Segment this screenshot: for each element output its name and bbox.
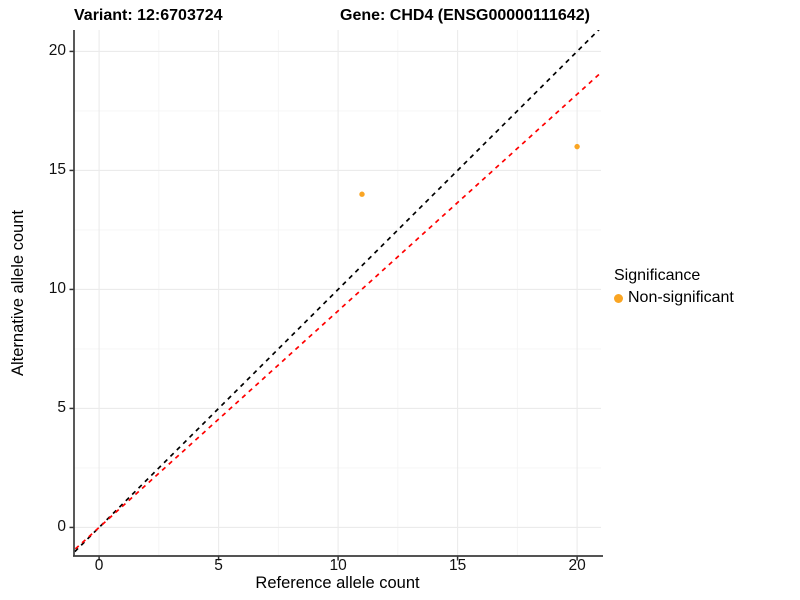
- data-point: [574, 143, 580, 150]
- y-axis-title: Alternative allele count: [9, 210, 27, 377]
- variant-title: Variant: 12:6703724: [74, 7, 223, 24]
- x-tick-label: 10: [329, 557, 347, 574]
- x-axis-title: Reference allele count: [255, 574, 420, 592]
- legend-entry-label: Non-significant: [628, 289, 734, 306]
- data-point: [359, 191, 365, 197]
- series-non-significant: [359, 143, 580, 197]
- grid-major: [74, 30, 601, 556]
- x-tick-label: 15: [448, 557, 467, 574]
- axis-lines: [73, 30, 603, 557]
- y-tick-label: 5: [57, 399, 66, 417]
- y-tick-label: 20: [48, 42, 66, 60]
- axis-ticks: [69, 50, 578, 561]
- identity-line: [74, 30, 600, 554]
- x-tick-label: 20: [568, 557, 586, 574]
- y-tick-label: 15: [48, 161, 66, 179]
- y-tick-label: 10: [48, 280, 66, 298]
- expected-ratio-line: [74, 71, 601, 552]
- legend-title: Significance: [614, 267, 701, 284]
- gene-title: Gene: CHD4 (ENSG00000111642): [340, 7, 590, 24]
- legend-entry: Non-significant: [614, 289, 796, 307]
- y-tick-label: 0: [57, 518, 66, 536]
- x-tick-label: 0: [94, 557, 104, 574]
- x-tick-label: 5: [214, 557, 223, 574]
- legend: Significance Non-significant: [614, 266, 796, 307]
- non-significant-dot-icon: [614, 293, 623, 303]
- grid-minor: [74, 30, 601, 556]
